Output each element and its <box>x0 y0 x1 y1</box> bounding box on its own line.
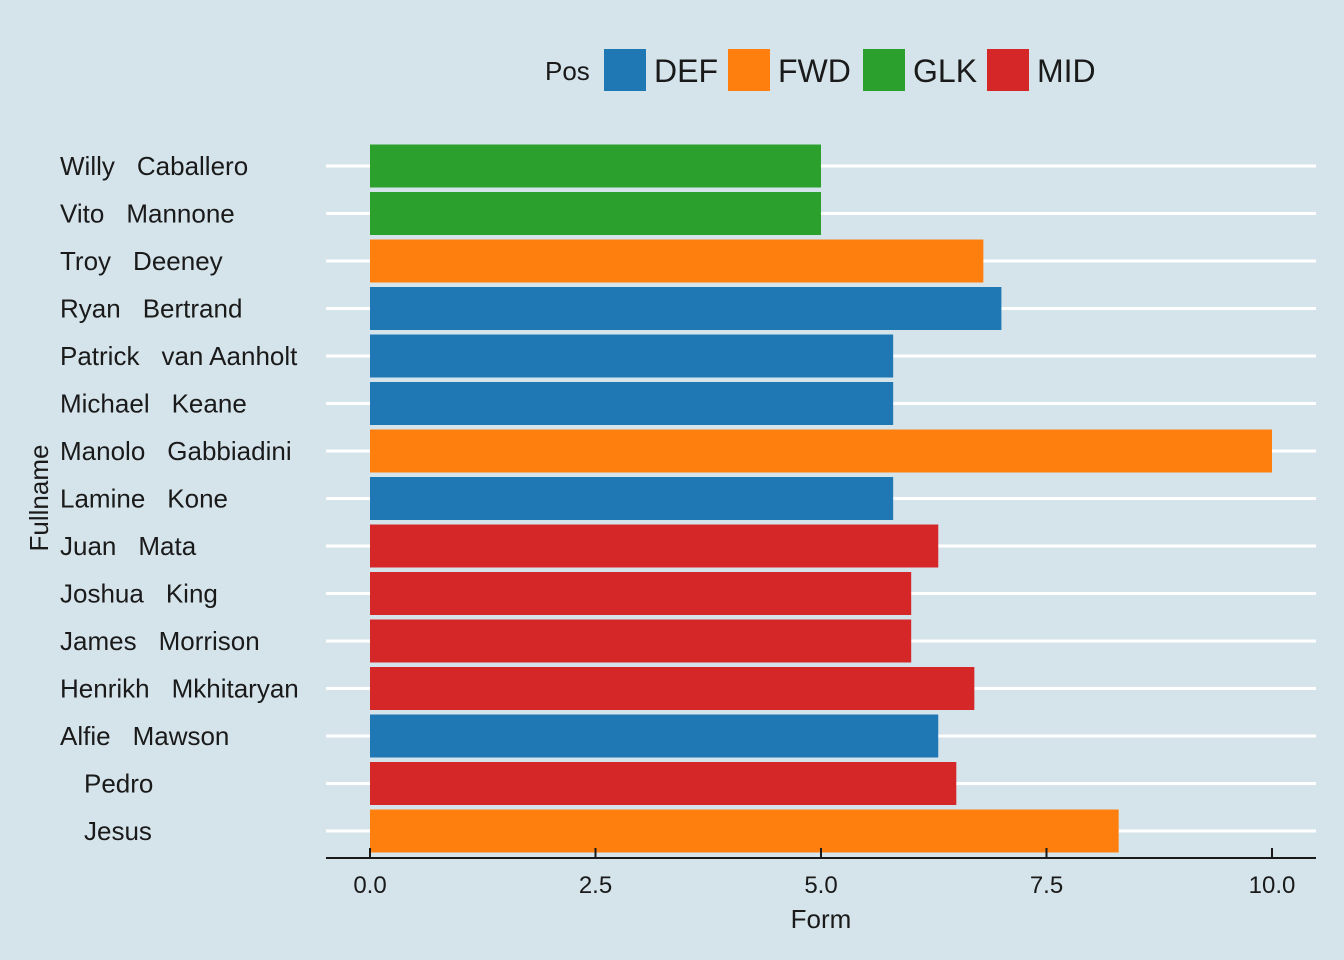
first-name: Manolo <box>60 436 145 466</box>
first-name: Patrick <box>60 341 140 371</box>
bar <box>370 192 821 235</box>
category-label: Pedro <box>84 769 153 799</box>
legend-swatch <box>604 49 646 91</box>
category-label: Patrick van Aanholt <box>60 341 298 371</box>
legend-swatch <box>728 49 770 91</box>
category-label: Jesus <box>84 816 152 846</box>
last-name: Jesus <box>84 816 152 846</box>
bar <box>370 429 1272 473</box>
first-name: Lamine <box>60 484 145 514</box>
last-name: Mata <box>138 531 196 561</box>
bar <box>370 619 912 663</box>
category-label: Ryan Bertrand <box>60 294 242 324</box>
last-name: van Aanholt <box>161 341 298 371</box>
legend-label: MID <box>1037 53 1096 89</box>
bar <box>370 572 912 615</box>
x-tick-label: 5.0 <box>804 872 837 899</box>
last-name: Mkhitaryan <box>172 674 299 704</box>
bar <box>370 524 939 568</box>
category-label: Alfie Mawson <box>60 721 229 751</box>
last-name: Kone <box>167 484 228 514</box>
bar <box>370 334 894 378</box>
legend-title: Pos <box>545 56 590 86</box>
category-label: Troy Deeney <box>60 246 223 276</box>
last-name: Caballero <box>137 151 248 181</box>
bar <box>370 382 894 425</box>
first-name: Troy <box>60 246 111 276</box>
bar <box>370 762 957 805</box>
bar <box>370 667 975 710</box>
first-name: Michael <box>60 389 150 419</box>
x-tick-label: 10.0 <box>1249 872 1296 899</box>
y-axis-title: Fullname <box>24 445 54 552</box>
category-label: Lamine Kone <box>60 484 228 514</box>
last-name: Morrison <box>159 626 260 656</box>
last-name: Pedro <box>84 769 153 799</box>
last-name: Keane <box>172 389 247 419</box>
bar <box>370 287 1002 330</box>
legend: Pos DEF FWD GLK MID <box>545 49 1096 91</box>
last-name: Mannone <box>126 199 234 229</box>
first-name: Joshua <box>60 579 144 609</box>
last-name: Gabbiadini <box>167 436 291 466</box>
x-axis-title: Form <box>791 904 852 934</box>
category-label: Willy Caballero <box>60 151 248 181</box>
x-axis: 0.0 2.5 5.0 7.5 10.0 <box>326 848 1316 899</box>
category-label: Juan Mata <box>60 531 197 561</box>
last-name: Mawson <box>133 721 230 751</box>
bars <box>370 144 1272 853</box>
last-name: Deeney <box>133 246 223 276</box>
category-label: James Morrison <box>60 626 260 656</box>
category-label: Joshua King <box>60 579 218 609</box>
first-name: Alfie <box>60 721 111 751</box>
bar <box>370 714 939 758</box>
legend-label: FWD <box>778 53 851 89</box>
first-name: Vito <box>60 199 104 229</box>
legend-swatch <box>863 49 905 91</box>
category-label: Michael Keane <box>60 389 247 419</box>
last-name: King <box>166 579 218 609</box>
first-name: Ryan <box>60 294 121 324</box>
x-tick-label: 2.5 <box>579 872 612 899</box>
category-label: Henrikh Mkhitaryan <box>60 674 299 704</box>
last-name: Bertrand <box>143 294 243 324</box>
first-name: Henrikh <box>60 674 150 704</box>
bar <box>370 144 821 188</box>
first-name: James <box>60 626 137 656</box>
first-name: Willy <box>60 151 115 181</box>
category-labels: Willy Caballero Vito Mannone Troy Deeney Ryan B… <box>60 151 299 846</box>
first-name: Juan <box>60 531 116 561</box>
bar <box>370 809 1119 853</box>
legend-label: DEF <box>654 53 718 89</box>
category-label: Vito Mannone <box>60 199 235 229</box>
legend-label: GLK <box>913 53 977 89</box>
x-tick-label: 0.0 <box>353 872 386 899</box>
x-tick-label: 7.5 <box>1030 872 1063 899</box>
legend-swatch <box>987 49 1029 91</box>
category-label: Manolo Gabbiadini <box>60 436 292 466</box>
bar <box>370 239 984 283</box>
bar <box>370 477 894 520</box>
